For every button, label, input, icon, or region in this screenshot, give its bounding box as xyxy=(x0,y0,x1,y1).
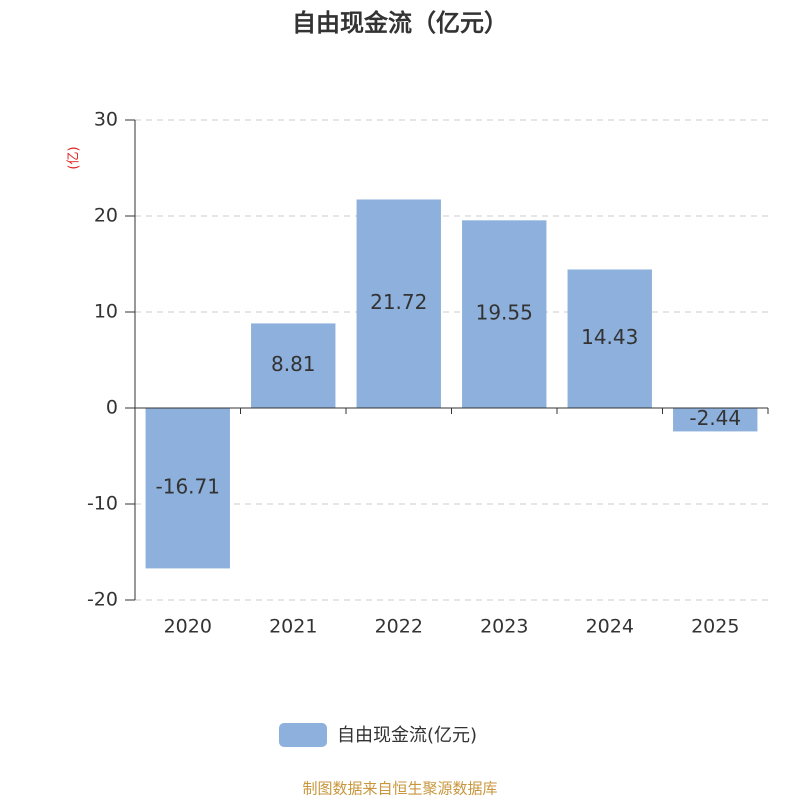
bar xyxy=(251,323,336,408)
bar xyxy=(145,408,230,569)
source-note: 制图数据来自恒生聚源数据库 xyxy=(302,780,497,798)
legend-swatch xyxy=(279,723,327,747)
y-tick-label: -10 xyxy=(87,493,118,515)
value-label: -16.71 xyxy=(156,475,220,499)
bar xyxy=(356,199,441,408)
y-tick-label: 0 xyxy=(106,397,118,419)
value-label: 14.43 xyxy=(581,325,638,349)
bar xyxy=(567,269,652,408)
x-tick-label: 2022 xyxy=(375,616,423,638)
value-label: -2.44 xyxy=(689,406,741,430)
y-tick-label: 20 xyxy=(94,205,118,227)
bar xyxy=(462,220,547,408)
x-tick-label: 2021 xyxy=(269,616,317,638)
x-tick-label: 2023 xyxy=(480,616,528,638)
bar xyxy=(673,408,758,432)
y-tick-label: 30 xyxy=(94,109,118,131)
value-label: 19.55 xyxy=(476,301,533,325)
x-tick-label: 2020 xyxy=(164,616,212,638)
y-tick-label: 10 xyxy=(94,301,118,323)
x-tick-label: 2024 xyxy=(586,616,634,638)
value-label: 8.81 xyxy=(271,352,316,376)
chart-title: 自由现金流（亿元） xyxy=(292,9,508,37)
value-label: 21.72 xyxy=(370,290,427,314)
y-axis-label: (亿) xyxy=(67,146,82,169)
y-tick-label: -20 xyxy=(87,589,118,611)
legend-label: 自由现金流(亿元) xyxy=(337,725,477,746)
x-tick-label: 2025 xyxy=(691,616,739,638)
